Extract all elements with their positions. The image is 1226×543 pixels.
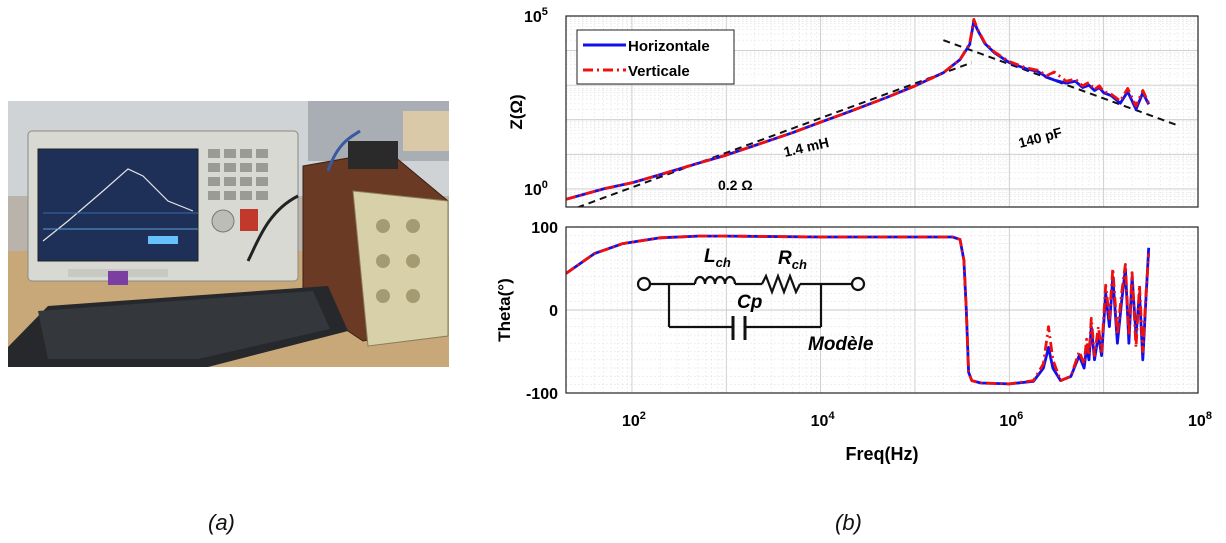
keyboard xyxy=(8,286,348,367)
input-terminal xyxy=(636,276,652,292)
impedance-grid xyxy=(565,15,1199,208)
output-terminal xyxy=(850,276,866,292)
network-analyzer xyxy=(27,130,299,282)
phase-series xyxy=(566,234,1151,386)
frequency-x-tick-label: 106 xyxy=(999,410,1023,430)
subfigure-label-b: (b) xyxy=(835,510,862,535)
resistance-annotation: 0.2 Ω xyxy=(718,177,753,193)
impedance-y-tick-label: 100 xyxy=(524,179,548,199)
asymptote-line xyxy=(575,61,973,207)
phase-series-verticale xyxy=(566,234,1151,386)
phase-y-tick-label: 0 xyxy=(549,303,558,320)
subfigure-label-a: (a) xyxy=(208,510,235,535)
measurement-setup-photo xyxy=(8,101,449,367)
frequency-x-tick-label: 104 xyxy=(811,410,836,430)
impedance-series xyxy=(566,17,1150,201)
impedance-tick-labels: 100 105 xyxy=(524,6,548,199)
legend: Horizontale Verticale xyxy=(576,29,735,85)
resistor-label: Rch xyxy=(778,248,807,272)
phase-tick-labels: 102 104 106 108 100 0 -100 xyxy=(526,220,1212,430)
phase-panel: 102 104 106 108 100 0 -100 Theta(°) Freq(Hz) L… xyxy=(495,220,1212,464)
inductor-symbol xyxy=(693,275,737,285)
model-caption: Modèle xyxy=(808,334,874,355)
impedance-y-axis-label: Z(Ω) xyxy=(507,94,526,129)
capacitor-label: Cp xyxy=(737,292,762,313)
legend-box xyxy=(576,29,735,85)
frequency-x-tick-label: 102 xyxy=(622,410,646,430)
inductor-label: Lch xyxy=(704,246,731,270)
legend-label-verticale: Verticale xyxy=(628,63,690,80)
transformer-under-test xyxy=(246,129,449,347)
impedance-y-tick-label: 105 xyxy=(524,6,548,26)
legend-label-horizontale: Horizontale xyxy=(628,38,710,55)
phase-y-tick-label: -100 xyxy=(526,386,558,403)
frequency-x-tick-label: 108 xyxy=(1188,410,1212,430)
frequency-x-axis-label: Freq(Hz) xyxy=(846,444,919,464)
resistor-symbol xyxy=(761,272,801,296)
circuit-model-inset xyxy=(636,272,866,340)
impedance-axes-frame xyxy=(565,15,1199,208)
phase-y-tick-label: 100 xyxy=(531,220,558,237)
phase-y-axis-label: Theta(°) xyxy=(495,278,514,341)
phase-axes-frame xyxy=(565,226,1199,394)
impedance-series-verticale xyxy=(566,17,1150,201)
